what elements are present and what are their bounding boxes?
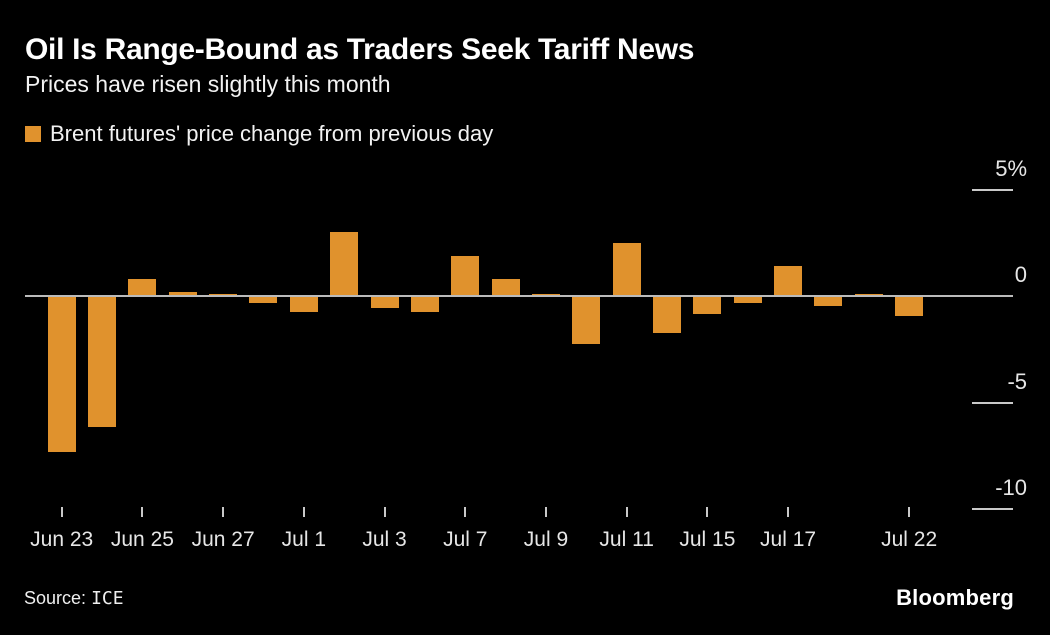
y-axis-tick (972, 508, 1013, 510)
bar (128, 278, 157, 296)
bloomberg-logo: Bloomberg (896, 585, 1014, 610)
bar (531, 293, 560, 296)
bar (410, 297, 439, 312)
bar (693, 297, 722, 315)
y-axis-label: 0 (1014, 262, 1027, 287)
x-axis-tick (908, 507, 911, 517)
y-axis-tick (972, 401, 1013, 404)
x-axis-label: Jun 23 (30, 528, 94, 551)
x-axis-label: Jul 15 (679, 528, 736, 551)
bar (854, 293, 883, 296)
x-axis-tick (383, 507, 386, 517)
y-axis-label: -5 (1007, 368, 1027, 394)
x-axis-label: Jul 7 (443, 528, 488, 551)
bar (572, 297, 601, 344)
x-axis-label: Jun 27 (191, 528, 255, 551)
page-subtitle: Prices have risen slightly this month (25, 71, 391, 97)
x-axis-label: Jun 25 (110, 528, 174, 551)
bar (774, 266, 803, 296)
bar (451, 255, 480, 296)
legend: Brent futures' price change from previou… (25, 121, 493, 147)
source-line: Source: ICE (24, 588, 124, 609)
x-axis-tick (141, 507, 144, 517)
bar (814, 297, 843, 306)
x-axis-label: Jul 1 (281, 528, 326, 551)
y-axis-label: -10 (995, 475, 1027, 500)
x-axis-label: Jul 22 (881, 528, 938, 551)
bar (209, 293, 238, 296)
legend-label: Brent futures' price change from previou… (50, 121, 494, 146)
bar (653, 297, 682, 334)
zero-baseline (25, 295, 1013, 297)
x-axis-tick (706, 507, 709, 517)
bar (733, 297, 762, 304)
x-axis-tick (302, 507, 305, 517)
legend-swatch-icon (25, 126, 41, 142)
bar (249, 297, 278, 304)
x-axis-tick (544, 507, 547, 517)
bar (330, 232, 359, 296)
x-axis-label: Jul 3 (362, 528, 407, 551)
x-axis-label: Jul 11 (599, 528, 654, 551)
y-axis-tick (972, 188, 1013, 191)
y-axis-label: 5% (995, 155, 1027, 181)
bar (895, 297, 924, 317)
bar (612, 242, 641, 296)
bar (168, 291, 197, 296)
x-axis-label: Jul 17 (760, 528, 817, 551)
bar (88, 297, 117, 427)
bar (491, 278, 520, 296)
source-prefix: Source: (24, 588, 87, 608)
x-axis-tick (60, 507, 63, 517)
bar (289, 297, 318, 312)
x-axis-tick (222, 507, 225, 517)
x-axis-tick (625, 507, 628, 517)
page-title: Oil Is Range-Bound as Traders Seek Tarif… (25, 33, 695, 66)
x-axis-tick (787, 507, 790, 517)
bar (47, 297, 76, 453)
x-axis-tick (464, 507, 467, 517)
x-axis-label: Jul 9 (523, 528, 569, 551)
source-name: ICE (91, 588, 124, 609)
bar (370, 297, 399, 308)
